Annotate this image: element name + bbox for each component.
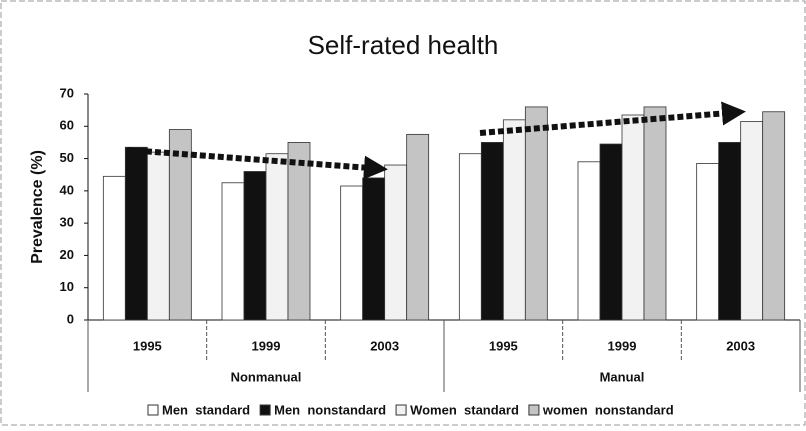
y-tick-label: 50	[60, 150, 74, 165]
y-tick-label: 30	[60, 215, 74, 230]
bar	[406, 133, 430, 321]
bar	[243, 171, 267, 321]
bar	[265, 153, 289, 321]
y-tick-label: 60	[60, 118, 74, 133]
bar	[599, 143, 623, 321]
legend-swatch	[528, 404, 540, 416]
bar	[696, 163, 720, 321]
bar	[718, 142, 742, 321]
x-tick-label: 1995	[489, 338, 518, 353]
y-tick-label: 20	[60, 247, 74, 262]
legend-swatch	[147, 404, 159, 416]
group-label: Manual	[600, 369, 645, 384]
y-axis-label: Prevalence (%)	[29, 150, 46, 264]
trend-arrow	[127, 147, 388, 180]
x-tick-label: 2003	[726, 338, 755, 353]
bar	[621, 114, 645, 321]
legend-label: women nonstandard	[542, 402, 674, 417]
y-tick-label: 0	[67, 311, 74, 326]
x-tick-label: 1999	[252, 338, 281, 353]
y-tick-label: 70	[60, 85, 74, 100]
legend-swatch	[259, 404, 271, 416]
bar	[168, 129, 192, 321]
bar	[458, 153, 482, 321]
chart-title: Self-rated health	[308, 30, 499, 60]
legend-swatch	[395, 404, 407, 416]
group-label: Nonmanual	[231, 369, 302, 384]
trend-arrow	[479, 101, 746, 136]
legend-label: Women standard	[410, 402, 519, 417]
bar	[221, 182, 245, 321]
y-tick-label: 40	[60, 182, 74, 197]
bar	[102, 175, 126, 321]
bar	[384, 164, 408, 321]
bar	[340, 185, 364, 321]
bar	[762, 111, 786, 321]
bar	[124, 146, 148, 321]
bar	[740, 121, 764, 321]
bar	[480, 142, 504, 321]
bar	[146, 151, 170, 321]
x-tick-label: 1995	[133, 338, 162, 353]
bar	[362, 177, 386, 321]
x-tick-label: 1999	[608, 338, 637, 353]
legend-label: Men standard	[162, 402, 250, 417]
y-tick-label: 10	[60, 279, 74, 294]
legend-label: Men nonstandard	[274, 402, 386, 417]
x-tick-label: 2003	[370, 338, 399, 353]
bar	[577, 161, 601, 321]
bar	[287, 142, 311, 321]
bar	[502, 119, 526, 321]
bar	[524, 106, 548, 321]
bar	[643, 106, 667, 321]
